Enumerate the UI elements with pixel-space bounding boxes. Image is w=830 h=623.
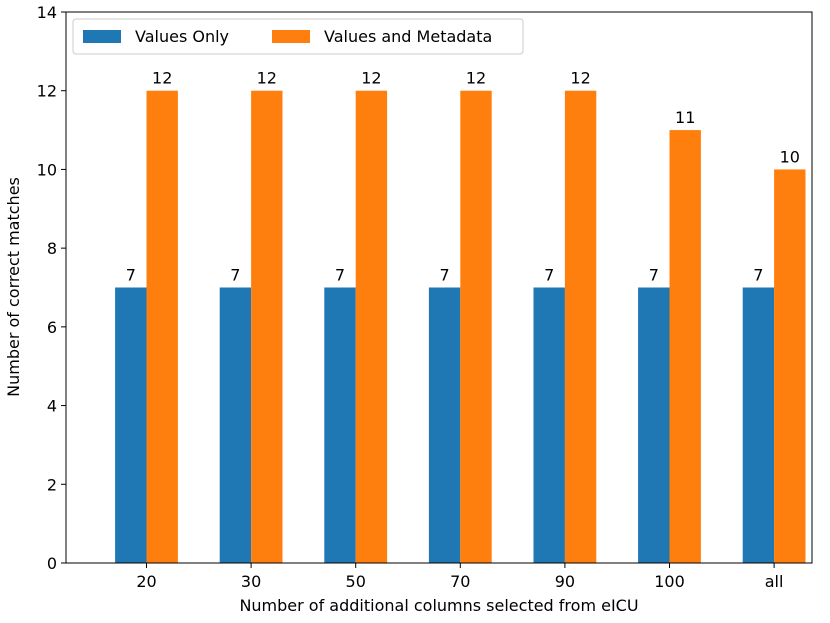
data-label: 12 bbox=[257, 69, 277, 88]
x-axis-label: Number of additional columns selected fr… bbox=[239, 596, 638, 615]
bar-values-and-metadata-all bbox=[774, 169, 806, 563]
y-tick-label: 12 bbox=[37, 82, 57, 101]
bar-values-only-all bbox=[742, 287, 775, 563]
bar-values-only-90 bbox=[533, 287, 565, 563]
bar-values-and-metadata-50 bbox=[355, 90, 388, 563]
bar-values-only-30 bbox=[219, 287, 252, 563]
bar-values-and-metadata-30 bbox=[251, 90, 283, 563]
legend: Values Only Values and Metadata bbox=[72, 18, 524, 55]
data-label: 12 bbox=[570, 69, 590, 88]
x-tick-label: 20 bbox=[136, 572, 156, 591]
data-label: 7 bbox=[335, 266, 345, 285]
y-axis-ticks: 0 2 4 6 8 10 12 14 bbox=[37, 3, 66, 573]
y-tick-label: 6 bbox=[47, 318, 57, 337]
legend-label: Values and Metadata bbox=[324, 27, 492, 46]
data-label: 7 bbox=[440, 266, 450, 285]
data-label: 10 bbox=[780, 147, 800, 166]
x-tick-label: all bbox=[765, 572, 784, 591]
bar-values-only-20 bbox=[115, 287, 147, 563]
legend-label: Values Only bbox=[135, 27, 229, 46]
axes bbox=[65, 11, 813, 564]
data-label: 7 bbox=[649, 266, 659, 285]
bar-values-and-metadata-90 bbox=[564, 90, 597, 563]
data-label: 12 bbox=[152, 69, 172, 88]
y-tick-label: 0 bbox=[47, 554, 57, 573]
x-tick-label: 30 bbox=[241, 572, 261, 591]
bars bbox=[115, 90, 806, 564]
x-tick-label: 70 bbox=[450, 572, 470, 591]
legend-swatch bbox=[272, 30, 310, 43]
data-label: 12 bbox=[361, 69, 381, 88]
data-label: 7 bbox=[753, 266, 763, 285]
data-label: 12 bbox=[466, 69, 486, 88]
y-axis-label: Number of correct matches bbox=[4, 177, 23, 397]
y-tick-label: 8 bbox=[47, 239, 57, 258]
bar-values-and-metadata-20 bbox=[146, 90, 178, 563]
bar-values-and-metadata-100 bbox=[669, 130, 701, 564]
data-label: 7 bbox=[230, 266, 240, 285]
data-label: 7 bbox=[544, 266, 554, 285]
y-tick-label: 2 bbox=[47, 475, 57, 494]
data-labels: 7 12 7 12 7 12 7 12 7 12 7 11 7 10 bbox=[126, 69, 800, 285]
bar-values-only-100 bbox=[638, 287, 670, 563]
x-tick-label: 100 bbox=[654, 572, 685, 591]
x-axis-ticks: 20 30 50 70 90 100 all bbox=[136, 563, 783, 591]
data-label: 7 bbox=[126, 266, 136, 285]
data-label: 11 bbox=[675, 108, 695, 127]
bar-values-and-metadata-70 bbox=[460, 90, 492, 563]
bar-values-only-70 bbox=[428, 287, 461, 563]
y-tick-label: 4 bbox=[47, 397, 57, 416]
legend-swatch bbox=[83, 30, 121, 43]
x-tick-label: 50 bbox=[346, 572, 366, 591]
x-tick-label: 90 bbox=[555, 572, 575, 591]
y-tick-label: 10 bbox=[37, 160, 57, 179]
bar-values-only-50 bbox=[324, 287, 356, 563]
plot-frame bbox=[65, 11, 813, 564]
y-tick-label: 14 bbox=[37, 3, 57, 22]
